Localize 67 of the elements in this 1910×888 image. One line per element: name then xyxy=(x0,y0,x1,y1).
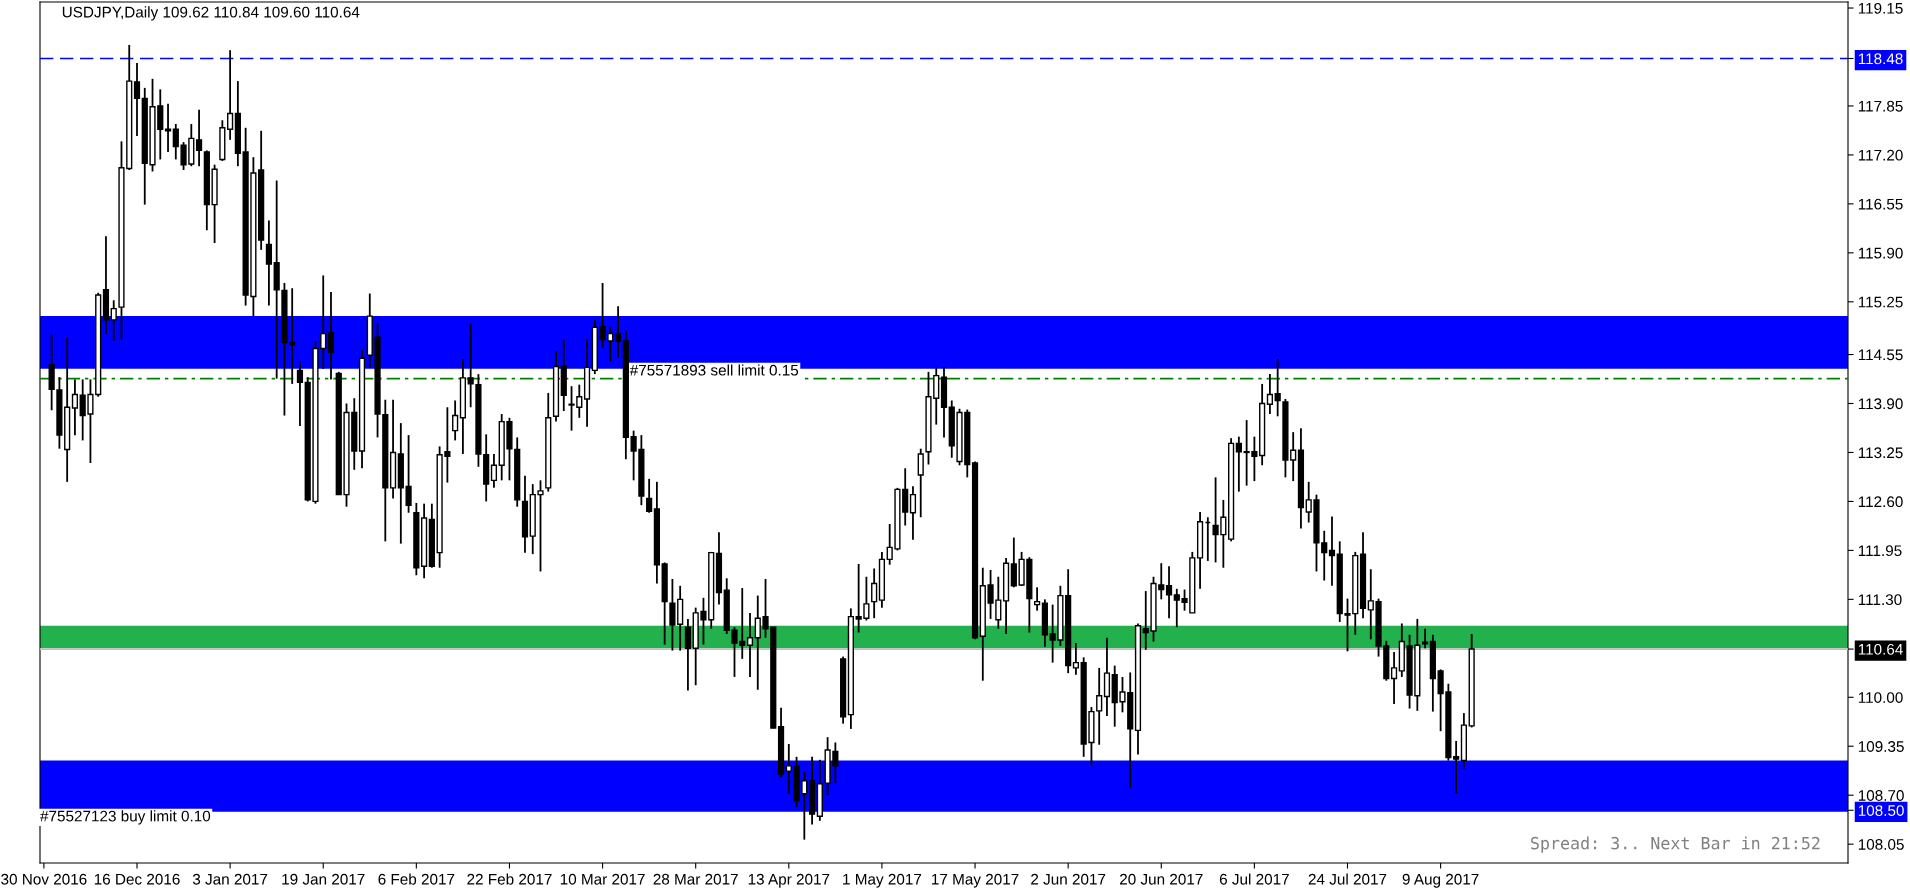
candlestick xyxy=(1266,373,1274,415)
x-tick-label: 30 Nov 2016 xyxy=(1,873,87,885)
x-tick-label: 19 Jan 2017 xyxy=(282,873,365,885)
candlestick xyxy=(684,618,692,692)
y-tick-label: 118.48 xyxy=(1858,53,1903,65)
candlestick xyxy=(614,305,622,359)
x-tick-label: 16 Dec 2016 xyxy=(94,873,180,885)
y-tick-label: 110.64 xyxy=(1858,643,1903,655)
candlestick xyxy=(110,299,117,342)
candlestick xyxy=(71,378,79,437)
x-tick-label: 22 Feb 2017 xyxy=(467,873,552,885)
candlestick xyxy=(909,485,917,541)
y-tick-label: 119.15 xyxy=(1858,2,1903,14)
candlestick xyxy=(452,399,459,442)
ref-line-label: #75527123 buy limit 0.10 xyxy=(40,810,211,825)
candlestick xyxy=(327,291,335,381)
y-tick-label: 113.25 xyxy=(1858,447,1903,459)
y-tick-label: 109.35 xyxy=(1858,741,1904,752)
y-tick-label: 116.55 xyxy=(1858,198,1903,210)
chart-title: USDJPY,Daily 109.62 110.84 109.60 110.64 xyxy=(62,6,360,21)
x-tick-label: 9 Aug 2017 xyxy=(1402,873,1479,888)
candlestick xyxy=(746,612,754,678)
x-tick-label: 13 Apr 2017 xyxy=(748,873,830,888)
candlestick xyxy=(133,62,141,137)
y-tick-label: 112.60 xyxy=(1858,496,1903,508)
y-tick-label: 117.20 xyxy=(1858,149,1903,161)
x-tick-label: 10 Mar 2017 xyxy=(560,873,645,885)
x-tick-label: 6 Feb 2017 xyxy=(378,873,455,885)
x-tick-label: 28 Mar 2017 xyxy=(653,873,738,885)
candlestick xyxy=(1328,515,1336,587)
x-tick-label: 17 May 2017 xyxy=(932,873,1019,888)
y-tick-label: 113.90 xyxy=(1858,398,1903,410)
candlestick xyxy=(1165,565,1173,620)
candlestick xyxy=(490,453,498,489)
y-tick-label: 111.95 xyxy=(1858,545,1902,557)
candlestick xyxy=(1103,636,1111,718)
x-tick-label: 1 May 2017 xyxy=(843,873,922,888)
x-tick-label: 2 Jun 2017 xyxy=(1031,873,1106,885)
y-tick-label: 115.90 xyxy=(1858,247,1903,259)
candlestick xyxy=(646,477,653,514)
y-tick-label: 108.50 xyxy=(1858,805,1904,816)
y-tick-label: 117.85 xyxy=(1858,100,1903,112)
x-tick-label: 20 Jun 2017 xyxy=(1119,873,1203,885)
y-tick-label: 108.70 xyxy=(1858,790,1904,801)
candlestick xyxy=(1390,651,1398,705)
ref-line-label: #75571893 sell limit 0.15 xyxy=(629,364,799,376)
y-tick-label: 110.00 xyxy=(1858,692,1903,703)
y-tick-label: 114.55 xyxy=(1858,349,1903,361)
candlestick xyxy=(164,102,172,153)
x-tick-label: 3 Jan 2017 xyxy=(192,873,268,885)
x-tick-label: 24 Jul 2017 xyxy=(1308,873,1387,885)
y-tick-label: 108.05 xyxy=(1858,839,1904,850)
candlestick xyxy=(1034,586,1041,612)
candlestick xyxy=(265,219,273,307)
candlestick xyxy=(1235,435,1242,493)
y-tick-label: 115.25 xyxy=(1858,296,1903,308)
candlestick xyxy=(296,360,304,428)
candlestick xyxy=(1274,358,1281,418)
candlestick xyxy=(227,49,234,141)
y-tick-label: 111.30 xyxy=(1858,594,1902,606)
candlestick xyxy=(1072,642,1080,676)
annotation: Spread: 3.. Next Bar in 21:52 xyxy=(1531,836,1820,853)
candlestick xyxy=(195,108,203,168)
candlestick xyxy=(1453,740,1460,794)
candlestick xyxy=(871,567,878,620)
x-tick-label: 6 Jul 2017 xyxy=(1219,873,1289,885)
candlestick xyxy=(917,447,924,519)
